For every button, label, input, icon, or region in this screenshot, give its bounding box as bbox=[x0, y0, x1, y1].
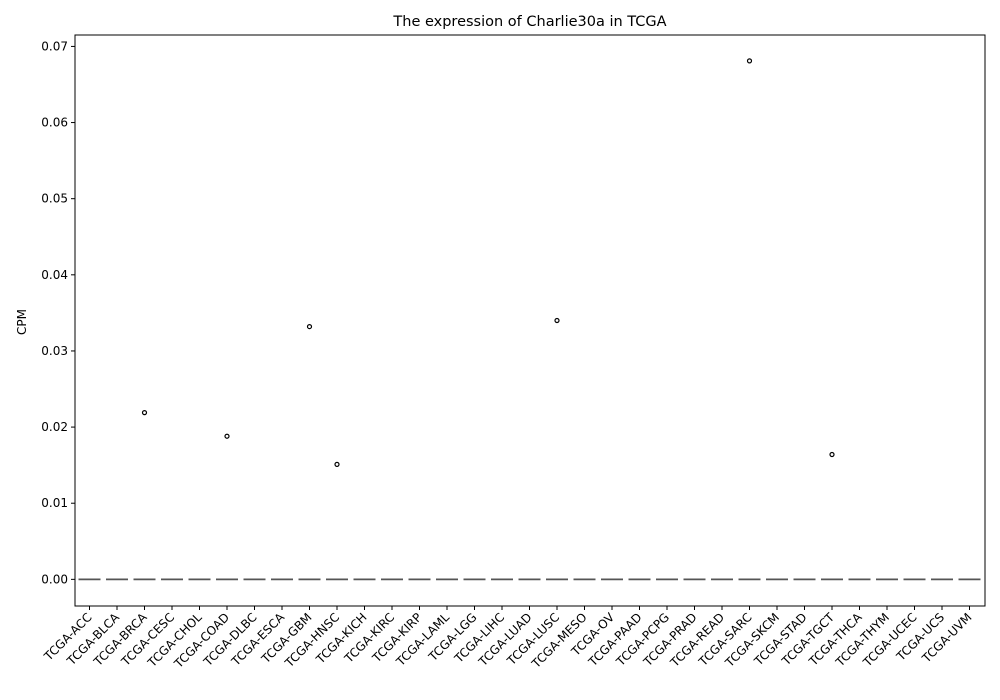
plot-area: 0.000.010.020.030.040.050.060.07TCGA-ACC… bbox=[41, 34, 986, 671]
y-tick-label: 0.03 bbox=[41, 344, 68, 358]
y-tick-label: 0.06 bbox=[41, 116, 68, 130]
y-tick-label: 0.01 bbox=[41, 496, 68, 510]
outlier-point bbox=[746, 58, 753, 64]
y-tick-label: 0.05 bbox=[41, 192, 68, 206]
y-tick-label: 0.07 bbox=[41, 39, 68, 53]
plot-frame bbox=[74, 34, 986, 607]
y-tick-label: 0.04 bbox=[41, 268, 68, 282]
outlier-point bbox=[334, 461, 340, 467]
outlier-point bbox=[224, 433, 230, 439]
outlier-point bbox=[141, 410, 148, 416]
chart-title: The expression of Charlie30a in TCGA bbox=[392, 14, 666, 30]
y-tick-label: 0.00 bbox=[41, 572, 68, 586]
outlier-point bbox=[829, 451, 835, 458]
y-tick-label: 0.02 bbox=[41, 420, 68, 434]
y-axis-label: CPM bbox=[15, 309, 29, 335]
outlier-point bbox=[306, 323, 313, 330]
outlier-point bbox=[554, 317, 560, 324]
